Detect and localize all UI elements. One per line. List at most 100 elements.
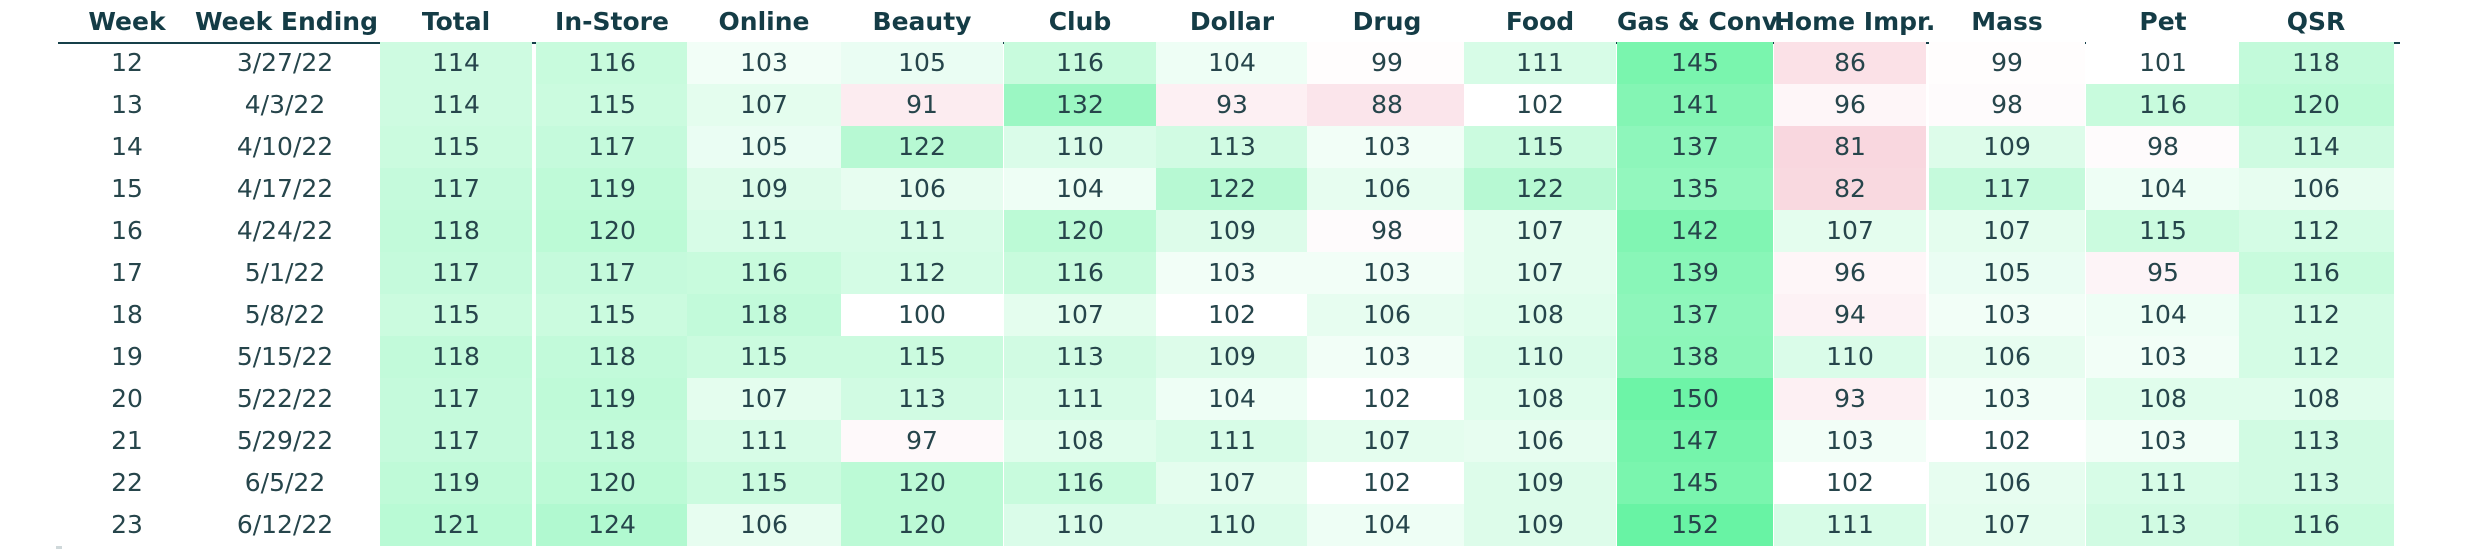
- cell-qsr: 116: [2238, 504, 2394, 546]
- cell-week: 23: [111, 510, 143, 539]
- cell-gas-conv: 145: [1617, 462, 1773, 504]
- cell-mass: 106: [1929, 336, 2085, 378]
- cell-club: 116: [1003, 42, 1157, 84]
- cell-pet: 103: [2085, 420, 2241, 462]
- cell-qsr: 116: [2238, 252, 2394, 294]
- cell-total: 121: [380, 504, 532, 546]
- cell-dollar: 103: [1156, 252, 1308, 294]
- cell-home-impr: 86: [1774, 42, 1926, 84]
- column-header-week-ending: Week Ending: [195, 7, 378, 36]
- cell-total: 115: [380, 294, 532, 336]
- cell-mass: 105: [1929, 252, 2085, 294]
- cell-pet: 113: [2085, 504, 2241, 546]
- cell-online: 106: [686, 504, 842, 546]
- cell-drug: 99: [1307, 42, 1467, 84]
- cell-food: 111: [1464, 42, 1616, 84]
- cell-total: 117: [380, 252, 532, 294]
- cell-mass: 102: [1929, 420, 2085, 462]
- cell-in-store: 117: [536, 252, 688, 294]
- cell-week: 18: [111, 300, 143, 329]
- cell-home-impr: 96: [1774, 252, 1926, 294]
- column-header-dollar: Dollar: [1189, 7, 1275, 36]
- cell-club: 120: [1003, 210, 1157, 252]
- cell-week-ending: 5/29/22: [236, 426, 334, 455]
- cell-mass: 107: [1929, 210, 2085, 252]
- cell-food: 107: [1464, 252, 1616, 294]
- cell-mass: 103: [1929, 378, 2085, 420]
- cell-food: 115: [1464, 126, 1616, 168]
- cell-in-store: 118: [536, 336, 688, 378]
- cell-club: 116: [1003, 462, 1157, 504]
- cell-gas-conv: 145: [1617, 42, 1773, 84]
- cell-gas-conv: 152: [1617, 504, 1773, 546]
- cell-gas-conv: 138: [1617, 336, 1773, 378]
- column-header-qsr: QSR: [2286, 7, 2346, 36]
- cell-food: 110: [1464, 336, 1616, 378]
- cell-in-store: 115: [536, 294, 688, 336]
- cell-home-impr: 102: [1774, 462, 1926, 504]
- cell-beauty: 91: [841, 84, 1003, 126]
- cell-gas-conv: 135: [1617, 168, 1773, 210]
- cell-mass: 117: [1929, 168, 2085, 210]
- cell-food: 107: [1464, 210, 1616, 252]
- cell-dollar: 110: [1156, 504, 1308, 546]
- column-header-online: Online: [718, 7, 810, 36]
- cell-drug: 103: [1307, 252, 1467, 294]
- cell-online: 111: [686, 420, 842, 462]
- cell-in-store: 120: [536, 462, 688, 504]
- cell-week-ending: 4/24/22: [236, 216, 334, 245]
- cell-beauty: 100: [841, 294, 1003, 336]
- cell-week: 19: [111, 342, 143, 371]
- cell-home-impr: 81: [1774, 126, 1926, 168]
- cell-beauty: 111: [841, 210, 1003, 252]
- cell-in-store: 120: [536, 210, 688, 252]
- cell-drug: 102: [1307, 378, 1467, 420]
- table-header-row: Week Week Ending Total In-Store Online Beauty…: [58, 0, 2400, 44]
- cell-online: 107: [686, 378, 842, 420]
- cell-total: 117: [380, 420, 532, 462]
- cell-week-ending: 5/15/22: [236, 342, 334, 371]
- cell-beauty: 112: [841, 252, 1003, 294]
- cell-week: 12: [111, 48, 143, 77]
- cell-week: 17: [111, 258, 143, 287]
- cell-home-impr: 96: [1774, 84, 1926, 126]
- cell-pet: 108: [2085, 378, 2241, 420]
- cell-home-impr: 107: [1774, 210, 1926, 252]
- cell-dollar: 107: [1156, 462, 1308, 504]
- cell-pet: 104: [2085, 168, 2241, 210]
- cell-pet: 101: [2085, 42, 2241, 84]
- cell-food: 108: [1464, 294, 1616, 336]
- cell-beauty: 120: [841, 462, 1003, 504]
- cell-club: 110: [1003, 504, 1157, 546]
- cell-week: 14: [111, 132, 143, 161]
- cell-dollar: 104: [1156, 378, 1308, 420]
- cell-week: 16: [111, 216, 143, 245]
- cell-online: 115: [686, 336, 842, 378]
- cell-beauty: 122: [841, 126, 1003, 168]
- cell-gas-conv: 139: [1617, 252, 1773, 294]
- cell-mass: 103: [1929, 294, 2085, 336]
- cell-qsr: 106: [2238, 168, 2394, 210]
- cell-in-store: 116: [536, 42, 688, 84]
- cell-online: 109: [686, 168, 842, 210]
- cell-club: 111: [1003, 378, 1157, 420]
- cell-in-store: 118: [536, 420, 688, 462]
- cell-in-store: 119: [536, 168, 688, 210]
- cell-dollar: 111: [1156, 420, 1308, 462]
- cell-dollar: 113: [1156, 126, 1308, 168]
- cell-dollar: 102: [1156, 294, 1308, 336]
- cell-dollar: 122: [1156, 168, 1308, 210]
- cell-in-store: 117: [536, 126, 688, 168]
- cell-home-impr: 82: [1774, 168, 1926, 210]
- cell-online: 111: [686, 210, 842, 252]
- cell-week: 22: [111, 468, 143, 497]
- cell-club: 108: [1003, 420, 1157, 462]
- cell-week-ending: 6/5/22: [244, 468, 326, 497]
- cell-pet: 115: [2085, 210, 2241, 252]
- cell-gas-conv: 137: [1617, 126, 1773, 168]
- cell-drug: 104: [1307, 504, 1467, 546]
- cell-total: 114: [380, 84, 532, 126]
- cell-club: 107: [1003, 294, 1157, 336]
- cell-gas-conv: 142: [1617, 210, 1773, 252]
- cell-beauty: 105: [841, 42, 1003, 84]
